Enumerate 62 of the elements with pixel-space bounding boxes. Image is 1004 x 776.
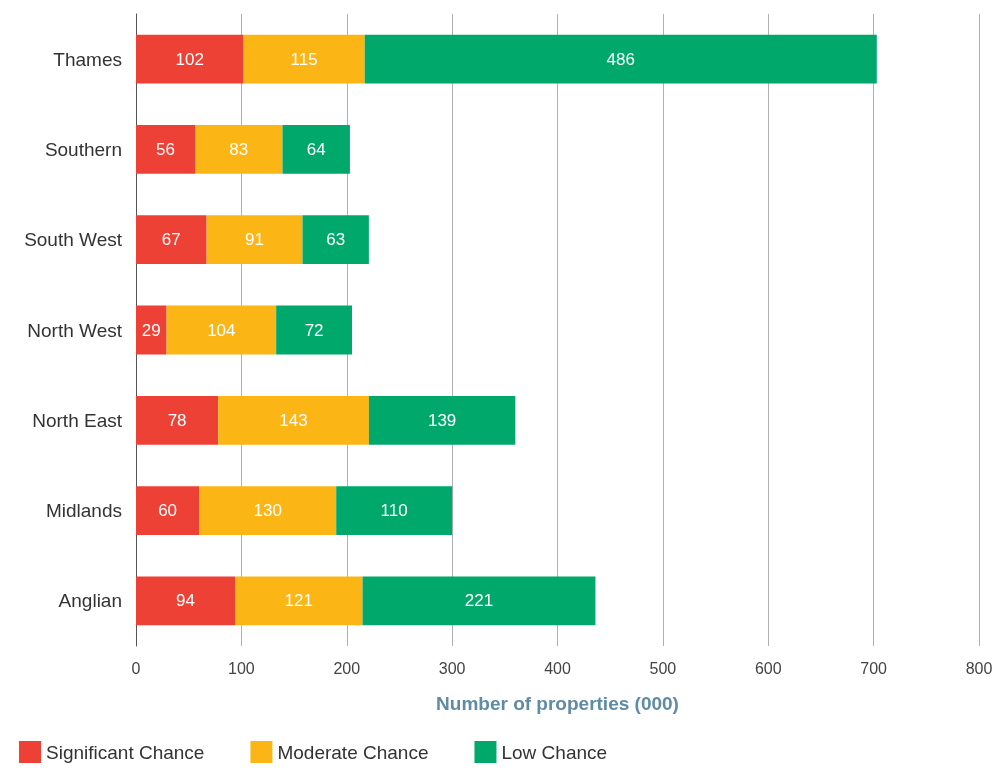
bar <box>243 34 365 84</box>
x-tick-label: 600 <box>754 659 782 677</box>
x-tick-label: 700 <box>860 659 888 677</box>
bar <box>166 305 277 355</box>
legend-label: Low Chance <box>501 741 608 763</box>
data-label: 221 <box>464 591 494 611</box>
bar <box>136 395 219 445</box>
data-label: 121 <box>284 591 313 611</box>
bar <box>368 395 516 445</box>
data-label: 78 <box>167 410 187 430</box>
data-label: 102 <box>175 49 204 69</box>
legend-label: Significant Chance <box>46 741 205 763</box>
data-label: 56 <box>156 139 175 159</box>
bar <box>336 486 453 535</box>
y-tick-label: North West <box>27 319 123 341</box>
x-axis-title: Number of properties (000) <box>436 693 679 714</box>
bar <box>136 305 167 355</box>
y-tick-label: South West <box>24 229 123 251</box>
x-tick-label: 100 <box>228 659 255 677</box>
x-tick-label: 0 <box>131 659 141 677</box>
bar <box>195 125 283 174</box>
data-label: 91 <box>245 230 265 250</box>
data-label: 29 <box>141 320 161 340</box>
y-tick-label: Thames <box>53 48 122 70</box>
bar <box>282 125 350 174</box>
bar <box>362 576 596 626</box>
bar <box>136 34 244 84</box>
bar <box>276 305 353 355</box>
x-tick-label: 400 <box>544 659 571 677</box>
y-tick-label: Midlands <box>45 500 122 522</box>
x-tick-label: 500 <box>649 659 677 677</box>
x-tick-label: 300 <box>438 659 466 677</box>
y-tick-label: Anglian <box>58 590 122 612</box>
bar <box>206 215 303 265</box>
data-label: 143 <box>279 410 308 430</box>
bar <box>199 486 337 535</box>
data-label: 94 <box>176 591 195 611</box>
bar <box>136 125 196 174</box>
data-label: 72 <box>304 320 324 340</box>
bar <box>136 576 236 626</box>
data-label: 83 <box>229 139 249 159</box>
bar <box>302 215 369 265</box>
data-label: 64 <box>306 139 326 159</box>
bar <box>235 576 363 626</box>
data-label: 110 <box>380 501 408 521</box>
x-tick-label: 800 <box>965 659 993 677</box>
legend-label: Moderate Chance <box>277 741 429 763</box>
data-label: 67 <box>161 230 181 250</box>
data-label: 139 <box>427 410 457 430</box>
bar <box>136 215 207 265</box>
data-label: 486 <box>606 49 635 69</box>
bar <box>364 34 877 84</box>
y-tick-label: Southern <box>44 138 122 160</box>
data-label: 60 <box>158 501 178 521</box>
bar <box>136 486 200 535</box>
y-tick-label: North East <box>32 409 123 431</box>
data-label: 63 <box>326 230 346 250</box>
bar <box>218 395 369 445</box>
data-label: 130 <box>253 501 282 521</box>
x-tick-label: 200 <box>333 659 361 677</box>
data-label: 104 <box>207 320 236 340</box>
data-label: 115 <box>290 49 318 69</box>
